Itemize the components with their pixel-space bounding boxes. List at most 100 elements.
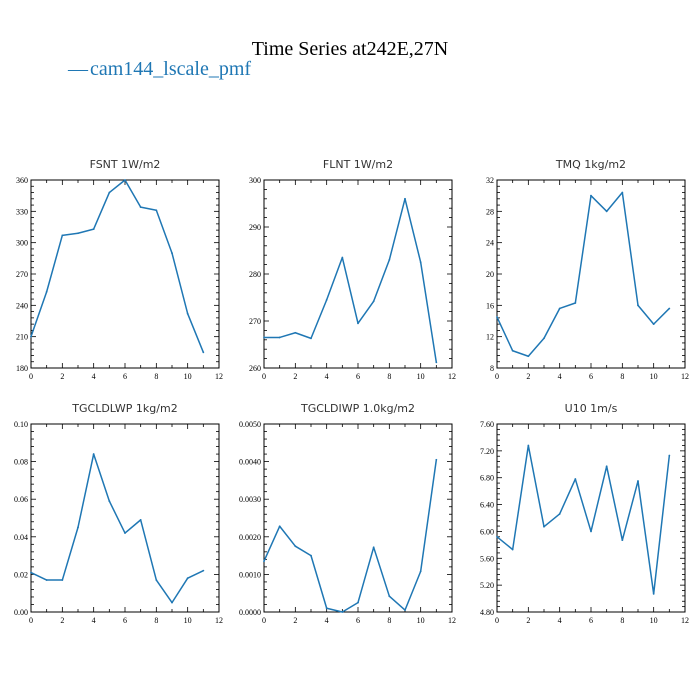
panel-title: TGCLDIWP 1.0kg/m2 (300, 402, 415, 415)
x-tick-label: 6 (589, 372, 593, 381)
data-point (590, 194, 592, 197)
data-point (30, 335, 32, 338)
data-point (496, 316, 498, 318)
data-point (388, 595, 391, 598)
data-point (605, 210, 608, 213)
x-tick-label: 4 (325, 616, 329, 625)
data-point (294, 331, 297, 334)
panel-title: FSNT 1W/m2 (90, 158, 161, 171)
x-tick-label: 2 (293, 616, 297, 625)
data-point (108, 500, 111, 502)
data-point (186, 577, 189, 580)
y-tick-label: 16 (486, 301, 494, 310)
y-tick-label: 0.0050 (239, 420, 261, 429)
data-point (527, 355, 530, 358)
data-point (124, 179, 126, 181)
data-point (404, 609, 406, 612)
y-tick-label: 180 (16, 364, 28, 373)
y-tick-label: 0.02 (14, 570, 28, 579)
y-tick-label: 260 (249, 364, 261, 373)
x-tick-label: 8 (620, 372, 624, 381)
data-point (171, 252, 173, 255)
figure-title: Time Series at242E,27N (252, 38, 448, 60)
x-tick-label: 0 (262, 372, 266, 381)
data-point (202, 351, 205, 354)
x-tick-label: 12 (448, 616, 456, 625)
data-point (92, 453, 95, 455)
x-tick-label: 2 (60, 372, 64, 381)
x-tick-label: 2 (526, 616, 530, 625)
panels: FSNT 1W/m20 2 4 6 8 10 12180210240270300330360… (14, 158, 689, 625)
panel-1: FSNT 1W/m2 0 2 4 6 8 10 12 180 210 240 270 300 330 360 (16, 158, 223, 381)
y-tick-label: 0.06 (14, 495, 28, 504)
data-point (621, 539, 624, 542)
data-point (574, 478, 577, 480)
data-point (171, 601, 173, 604)
data-point (668, 454, 671, 457)
legend-dash: — (67, 58, 89, 80)
x-tick-label: 12 (215, 616, 223, 625)
y-tick-label: 0.10 (14, 420, 28, 429)
data-point (621, 191, 624, 194)
y-tick-label: 0.0000 (239, 608, 261, 617)
data-point (435, 458, 438, 461)
data-point (496, 535, 498, 538)
x-tick-label: 8 (387, 372, 391, 381)
x-tick-label: 8 (387, 616, 391, 625)
x-tick-label: 8 (154, 372, 158, 381)
data-point (77, 526, 79, 529)
data-point (372, 546, 375, 549)
x-tick-label: 4 (558, 372, 562, 381)
y-tick-label: 7.60 (480, 420, 494, 429)
data-point (388, 259, 391, 261)
plot-frame (496, 179, 686, 369)
x-tick-label: 0 (29, 372, 33, 381)
data-point (419, 261, 422, 264)
y-tick-label: 12 (486, 333, 494, 342)
data-point (61, 234, 64, 237)
y-tick-label: 300 (16, 239, 28, 248)
data-point (652, 592, 655, 595)
data-point (605, 465, 608, 468)
data-point (155, 579, 158, 581)
series-line (264, 198, 438, 363)
y-tick-label: 6.40 (480, 501, 494, 510)
panel-title: FLNT 1W/m2 (323, 158, 393, 171)
plot-frame (30, 179, 220, 369)
panel-2: FLNT 1W/m2 0 2 4 6 8 10 12 260 270 280 290 300 (249, 158, 456, 381)
y-tick-label: 28 (486, 207, 494, 216)
x-tick-label: 4 (558, 616, 562, 625)
data-point (124, 532, 126, 534)
x-tick-label: 4 (325, 372, 329, 381)
y-tick-label: 8 (490, 364, 494, 373)
y-tick-label: 6.00 (480, 527, 494, 536)
y-tick-label: 0.0020 (239, 533, 261, 542)
data-point (278, 525, 281, 528)
y-tick-label: 0.0040 (239, 458, 261, 467)
data-point (325, 607, 328, 610)
data-point (558, 513, 561, 515)
x-tick-label: 10 (650, 616, 658, 625)
x-tick-label: 0 (262, 616, 266, 625)
data-point (325, 298, 328, 301)
y-tick-label: 0.0010 (239, 570, 261, 579)
data-point (61, 579, 64, 581)
y-tick-label: 240 (16, 301, 28, 310)
data-point (404, 197, 406, 200)
data-point (357, 322, 359, 325)
y-tick-label: 5.60 (480, 554, 494, 563)
legend: — cam144_lscale_pmf (67, 58, 251, 80)
x-tick-label: 10 (650, 372, 658, 381)
data-point (574, 302, 577, 304)
x-tick-label: 10 (184, 616, 192, 625)
x-tick-label: 6 (356, 372, 360, 381)
data-point (372, 300, 375, 303)
y-tick-label: 280 (249, 270, 261, 279)
panel-title: U10 1m/s (565, 402, 618, 415)
y-tick-label: 290 (249, 223, 261, 232)
y-tick-label: 24 (486, 239, 494, 248)
data-point (419, 570, 422, 573)
data-point (30, 571, 32, 574)
data-point (637, 304, 639, 307)
